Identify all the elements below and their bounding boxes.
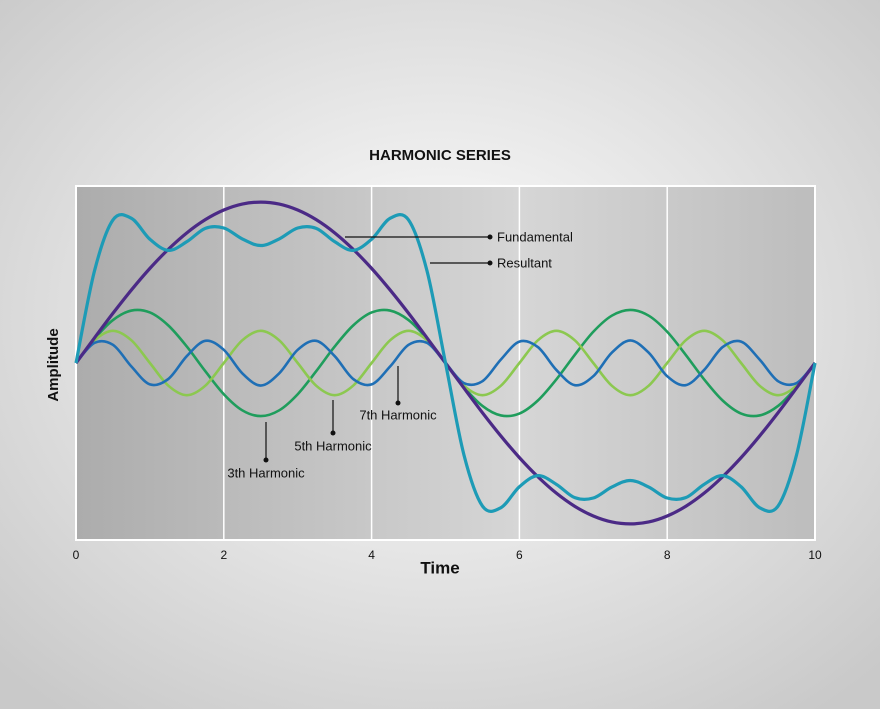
annotation-label: 5th Harmonic (294, 438, 372, 453)
annotation-label: 3th Harmonic (227, 465, 305, 480)
annotation-label: Fundamental (497, 229, 573, 244)
annotation-dot (330, 430, 336, 436)
x-tick-label: 8 (664, 548, 671, 562)
x-tick-label: 6 (516, 548, 523, 562)
y-axis-label: Amplitude (45, 328, 62, 401)
x-tick-label: 2 (220, 548, 227, 562)
series-line (74, 213, 817, 513)
x-axis-label: Time (420, 558, 459, 577)
annotation-label: 7th Harmonic (359, 407, 437, 422)
annotation-dot (487, 234, 493, 240)
chart-title: HARMONIC SERIES (369, 147, 511, 164)
annotation-dot (395, 400, 401, 406)
annotation-dot (487, 260, 493, 266)
annotation-dot (263, 457, 269, 463)
annotation-label: Resultant (497, 255, 552, 270)
x-tick-label: 4 (368, 548, 375, 562)
x-tick-label: 10 (808, 548, 822, 562)
x-tick-label: 0 (73, 548, 80, 562)
